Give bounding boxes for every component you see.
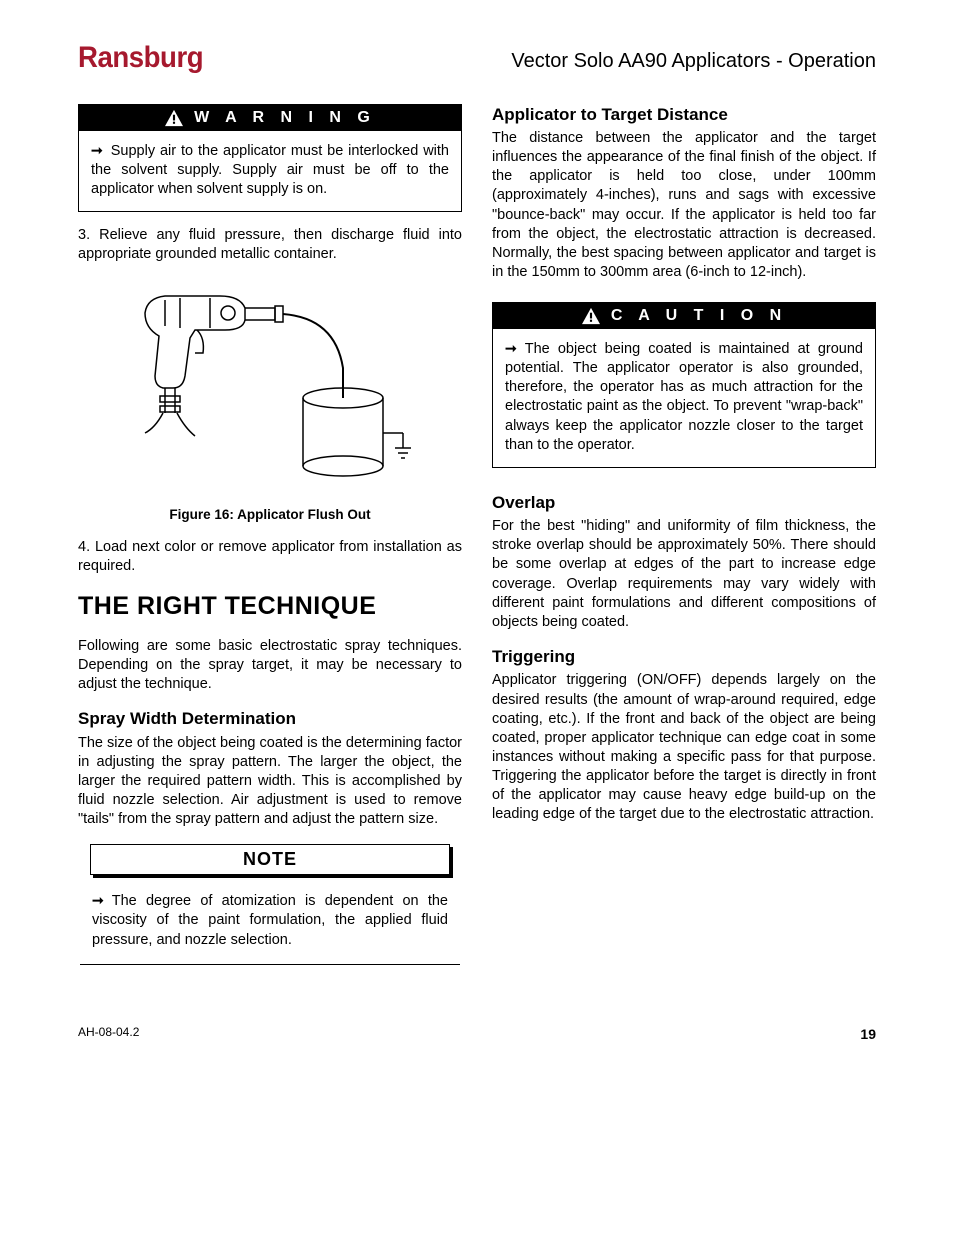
note-callout-header: NOTE — [90, 844, 450, 876]
right-column: Applicator to Target Distance The distan… — [492, 104, 876, 965]
content-columns: W A R N I N G Supply air to the applicat… — [78, 104, 876, 965]
step-4-text: 4. Load next color or remove applicator … — [78, 538, 462, 576]
page-footer: AH-08-04.2 19 — [78, 1025, 876, 1043]
spray-width-text: The size of the object being coated is t… — [78, 734, 462, 830]
applicator-flush-illustration — [125, 278, 415, 488]
caution-body: The object being coated is maintained at… — [493, 329, 875, 467]
overlap-heading: Overlap — [492, 492, 876, 514]
caution-title: C A U T I O N — [611, 305, 787, 326]
note-rule — [80, 964, 460, 965]
warning-body: Supply air to the applicator must be int… — [79, 131, 461, 211]
target-distance-text: The distance between the applicator and … — [492, 129, 876, 282]
caution-callout: C A U T I O N The object being coated is… — [492, 302, 876, 468]
warning-icon — [164, 109, 184, 127]
page-header: Ransburg Vector Solo AA90 Applicators - … — [78, 38, 876, 78]
warning-callout: W A R N I N G Supply air to the applicat… — [78, 104, 462, 212]
triggering-text: Applicator triggering (ON/OFF) depends l… — [492, 671, 876, 824]
right-technique-heading: THE RIGHT TECHNIQUE — [78, 590, 462, 623]
page-number: 19 — [860, 1025, 876, 1043]
figure-16 — [78, 278, 462, 494]
left-column: W A R N I N G Supply air to the applicat… — [78, 104, 462, 965]
caution-icon — [581, 307, 601, 325]
brand-logo: Ransburg — [78, 38, 203, 78]
figure-16-caption: Figure 16: Applicator Flush Out — [78, 506, 462, 524]
spray-width-heading: Spray Width Determination — [78, 708, 462, 730]
document-id: AH-08-04.2 — [78, 1025, 139, 1043]
caution-header: C A U T I O N — [493, 303, 875, 329]
note-body: The degree of atomization is dependent o… — [78, 881, 462, 953]
target-distance-heading: Applicator to Target Distance — [492, 104, 876, 126]
step-3-text: 3. Relieve any fluid pressure, then disc… — [78, 226, 462, 264]
warning-header: W A R N I N G — [79, 105, 461, 131]
note-title: NOTE — [243, 849, 297, 869]
document-title: Vector Solo AA90 Applicators - Operation — [511, 48, 876, 74]
technique-intro: Following are some basic electrostatic s… — [78, 637, 462, 694]
triggering-heading: Triggering — [492, 646, 876, 668]
overlap-text: For the best "hiding" and uniformity of … — [492, 517, 876, 632]
warning-title: W A R N I N G — [194, 107, 376, 128]
